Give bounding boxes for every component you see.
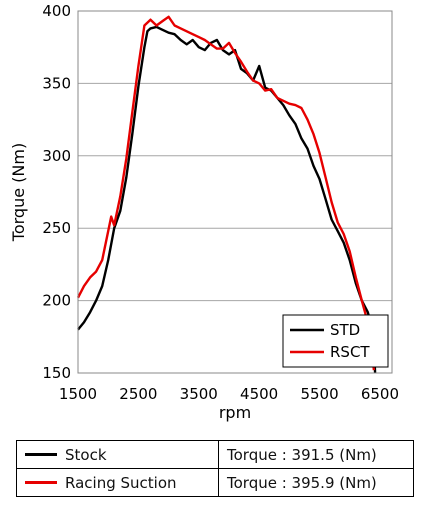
series-cell-racing-suction: Racing Suction [16, 468, 219, 497]
y-tick-label: 150 [42, 364, 71, 382]
stock-line-swatch [25, 452, 57, 456]
x-tick-label: 4500 [240, 385, 278, 403]
legend-box [282, 314, 389, 368]
y-tick-label: 250 [42, 219, 71, 237]
x-tick-label: 1500 [59, 385, 97, 403]
x-tick-label: 5500 [300, 385, 338, 403]
series-line-rsct [76, 15, 376, 371]
plot-area-frame [77, 10, 393, 374]
series-name-stock: Stock [65, 445, 107, 464]
series-cell-stock: Stock [16, 440, 219, 469]
series-name-racing-suction: Racing Suction [65, 473, 177, 492]
racing-suction-line-swatch [25, 480, 57, 484]
x-tick-label: 3500 [180, 385, 218, 403]
y-tick-label: 200 [42, 292, 71, 310]
series-lines [76, 15, 377, 374]
torque-chart: 150 200 250 300 350 400 1500 2500 3500 4500 5500 65… [9, 2, 399, 422]
tick-labels: 150 200 250 300 350 400 1500 2500 3500 4500 5500 65… [42, 2, 399, 403]
x-tick-label: 2500 [119, 385, 157, 403]
x-axis-label: rpm [219, 403, 251, 422]
summary-table: Stock Torque : 391.5 (Nm) Racing Suction… [16, 440, 414, 497]
series-line-std [77, 25, 377, 374]
table-row: Stock Torque : 391.5 (Nm) [16, 440, 414, 469]
legend-label-std: STD [330, 321, 360, 339]
table-row: Racing Suction Torque : 395.9 (Nm) [16, 468, 414, 497]
y-tick-label: 400 [42, 2, 71, 20]
torque-value-stock: Torque : 391.5 (Nm) [218, 440, 414, 469]
y-tick-label: 300 [42, 147, 71, 165]
y-tick-label: 350 [42, 74, 71, 92]
legend-label-rsct: RSCT [330, 343, 370, 361]
x-tick-label: 6500 [361, 385, 399, 403]
y-axis-label: Torque (Nm) [9, 143, 28, 242]
chart-legend: STD RSCT [282, 314, 389, 368]
torque-value-racing-suction: Torque : 395.9 (Nm) [218, 468, 414, 497]
